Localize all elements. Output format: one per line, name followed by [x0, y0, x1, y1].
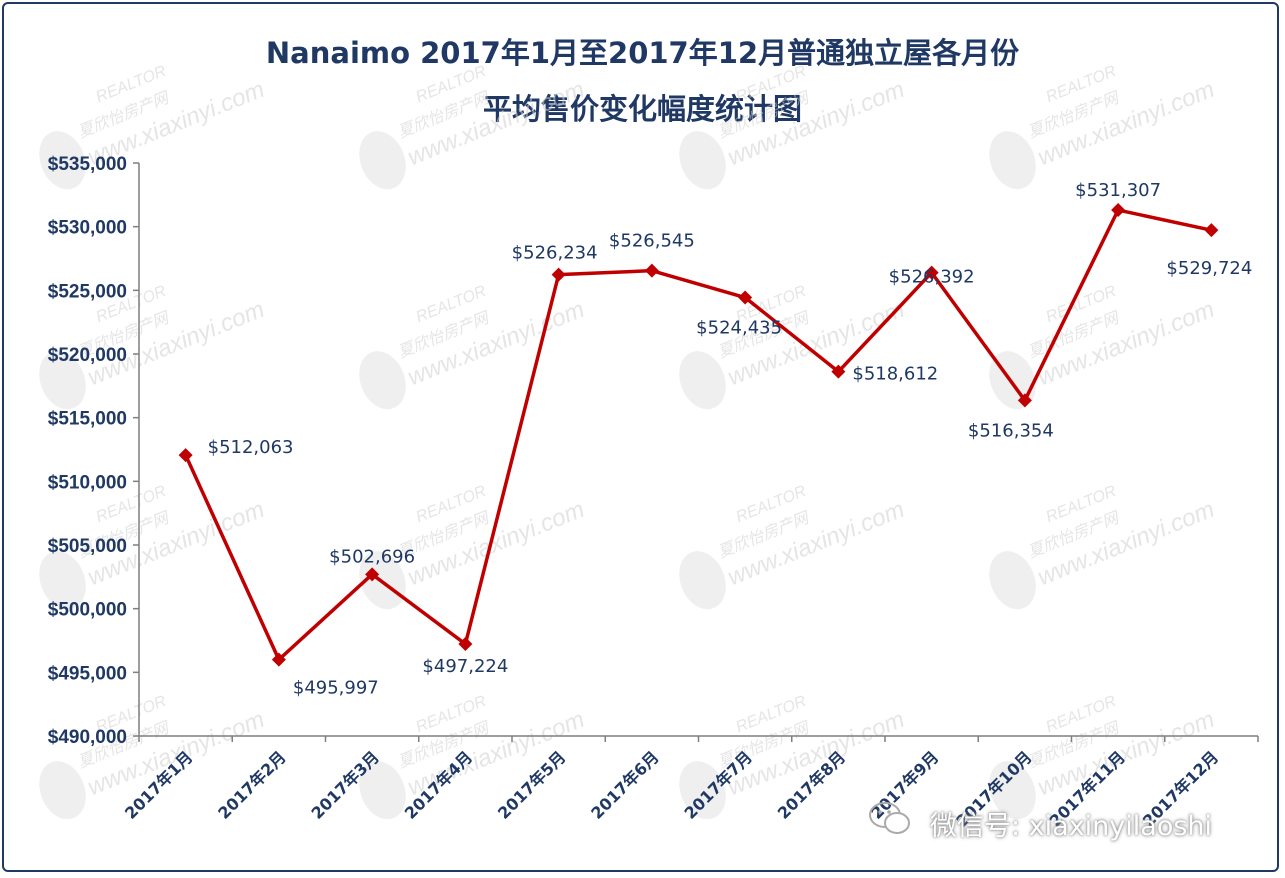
portrait-icon: [39, 551, 86, 610]
y-axis-ticks: $490,000 $495,000 $500,000 $505,000 $510,000…: [48, 154, 139, 748]
data-point-marker: [458, 637, 473, 652]
data-label: $524,435: [696, 318, 782, 339]
portrait-icon: [359, 131, 406, 190]
data-label: $502,696: [329, 546, 415, 567]
portrait-icon: [679, 761, 726, 820]
portrait-icon: [39, 351, 86, 410]
axes: [138, 163, 1258, 737]
data-label: $518,612: [852, 364, 938, 385]
data-point-marker: [178, 448, 193, 463]
data-label: $495,997: [293, 678, 379, 699]
y-tick-label: $535,000: [48, 154, 127, 175]
x-tick-label: 2017年2月: [214, 747, 289, 822]
chart-title: Nanaimo 2017年1月至2017年12月普通独立屋各月份: [265, 36, 1020, 70]
data-point-marker: [1017, 393, 1032, 408]
x-tick-label: 2017年6月: [587, 747, 662, 822]
y-tick-label: $505,000: [48, 536, 127, 557]
data-point-marker: [551, 267, 566, 282]
portrait-icon: [989, 131, 1036, 190]
data-label: $497,224: [422, 656, 508, 677]
y-tick-label: $510,000: [48, 472, 127, 493]
portrait-icon: [359, 761, 406, 820]
data-label: $526,545: [609, 231, 695, 252]
portrait-icon: [39, 761, 86, 820]
data-label: $512,063: [208, 437, 294, 458]
data-point-marker: [1204, 223, 1219, 238]
data-point-marker: [1111, 203, 1126, 218]
data-point-marker: [271, 652, 286, 667]
data-point-marker: [924, 265, 939, 280]
portrait-icon: [989, 551, 1036, 610]
data-point-marker: [365, 567, 380, 582]
data-label: $531,307: [1075, 180, 1161, 201]
data-point-marker: [644, 263, 659, 278]
y-tick-label: $515,000: [48, 409, 127, 430]
series-line: [184, 208, 1212, 662]
y-tick-label: $525,000: [48, 281, 127, 302]
portrait-icon: [359, 351, 406, 410]
y-tick-label: $520,000: [48, 345, 127, 366]
portrait-icon: [989, 761, 1036, 820]
wechat-id: 微信号: xiaxinyilaoshi: [930, 811, 1213, 842]
data-label: $526,234: [512, 243, 598, 264]
data-point-marker: [738, 290, 753, 305]
y-tick-label: $495,000: [48, 663, 127, 684]
data-label: $529,724: [1166, 258, 1252, 279]
chart-subtitle: 平均售价变化幅度统计图: [482, 92, 802, 126]
portrait-icon: [39, 131, 86, 190]
y-tick-label: $530,000: [48, 218, 127, 239]
series-markers: [178, 203, 1219, 667]
portrait-icon: [679, 351, 726, 410]
wechat-icon: [869, 802, 910, 834]
portrait-icon: [679, 131, 726, 190]
y-tick-label: $500,000: [48, 600, 127, 621]
portrait-icon: [679, 551, 726, 610]
series-line-path: [184, 208, 1212, 662]
data-label: $516,354: [968, 420, 1054, 441]
y-tick-label: $490,000: [48, 727, 127, 748]
data-point-marker: [831, 364, 846, 379]
data-label: $526,392: [889, 267, 975, 288]
data-labels: $512,063 $495,997 $502,696 $497,224 $526,234…: [208, 180, 1253, 699]
